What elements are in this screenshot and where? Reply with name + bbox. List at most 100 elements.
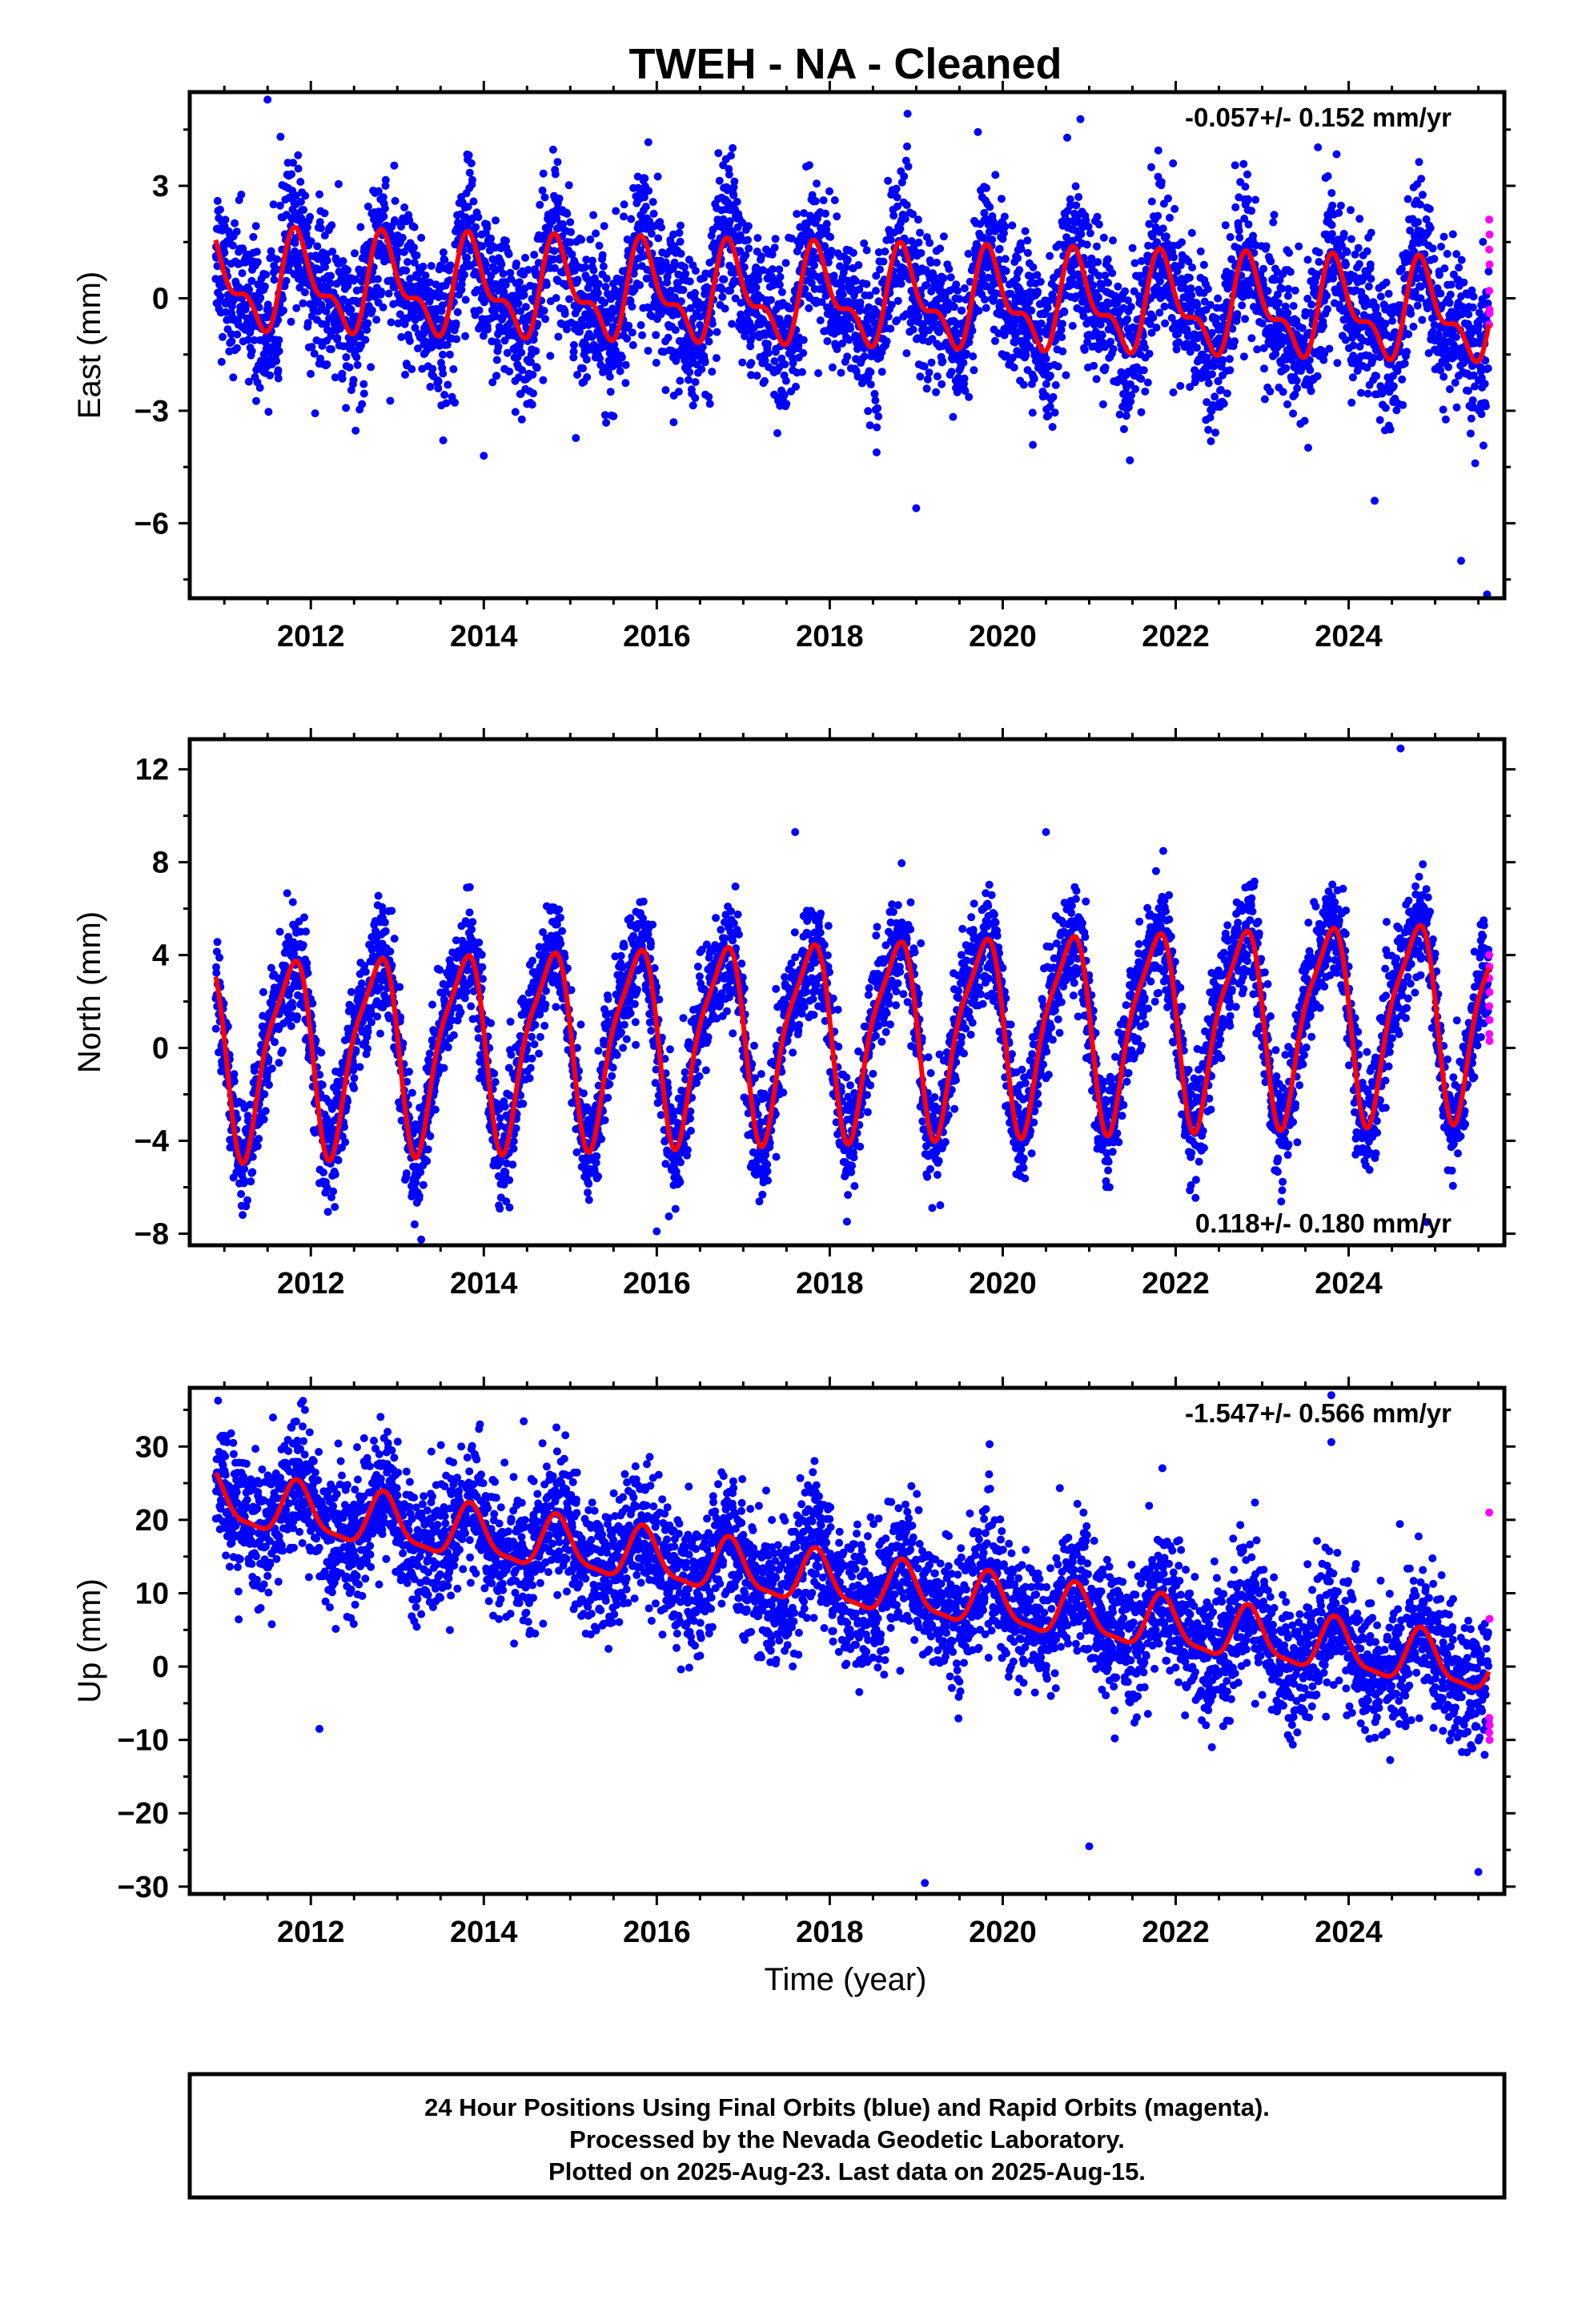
east-data-point — [828, 363, 837, 372]
east-data-point — [1169, 388, 1178, 396]
east-data-point — [764, 340, 773, 348]
east-data-point — [949, 412, 958, 421]
east-outlier-point — [1457, 557, 1465, 565]
east-data-point — [334, 179, 343, 188]
east-data-point — [232, 227, 241, 236]
east-data-point — [320, 209, 329, 218]
east-data-point — [492, 372, 501, 380]
east-data-point — [492, 312, 500, 321]
east-data-point — [771, 235, 780, 243]
east-data-point — [753, 234, 762, 243]
east-data-point — [1058, 333, 1066, 341]
figure-title: TWEH - NA - Cleaned — [628, 40, 1062, 88]
east-data-point — [1247, 207, 1256, 215]
east-data-point — [799, 348, 808, 357]
east-data-point — [1367, 228, 1375, 237]
east-data-point — [1128, 243, 1137, 252]
east-data-point — [487, 234, 496, 243]
east-data-point — [770, 243, 779, 252]
east-data-point — [397, 332, 406, 341]
east-data-point — [1172, 345, 1181, 354]
east-data-point — [1314, 143, 1323, 151]
east-data-point — [1123, 315, 1132, 324]
east-data-point — [775, 265, 784, 274]
east-data-point — [685, 368, 694, 376]
east-data-point — [596, 360, 605, 369]
east-data-point — [1042, 354, 1050, 363]
east-data-point — [621, 379, 630, 388]
east-data-point — [866, 368, 875, 376]
east-rapid-point — [1485, 287, 1494, 296]
east-data-point — [705, 337, 713, 346]
east-data-point — [274, 366, 283, 375]
east-data-point — [601, 283, 610, 292]
east-data-point — [874, 412, 883, 420]
east-data-point — [1466, 429, 1475, 438]
east-data-point — [1388, 316, 1396, 325]
east-data-point — [902, 201, 911, 210]
east-data-point — [892, 184, 901, 193]
east-data-point — [1275, 299, 1283, 308]
east-data-point — [243, 336, 252, 344]
east-data-point — [381, 175, 390, 184]
east-data-point — [282, 211, 291, 219]
east-data-point — [995, 244, 1004, 253]
east-data-point — [515, 278, 524, 287]
east-data-point — [229, 373, 238, 382]
east-data-point — [1089, 281, 1098, 290]
east-data-point — [641, 203, 650, 211]
east-data-point — [904, 162, 913, 171]
east-data-point — [1386, 425, 1395, 434]
east-data-point — [1115, 410, 1124, 419]
east-data-point — [606, 388, 615, 396]
east-data-point — [1439, 372, 1448, 381]
east-data-point — [505, 367, 514, 376]
east-data-point — [729, 143, 737, 152]
east-data-point — [241, 305, 250, 314]
east-data-point — [1046, 251, 1054, 260]
east-data-point — [1080, 346, 1089, 354]
east-data-point — [681, 269, 690, 278]
east-data-point — [1247, 334, 1256, 343]
east-data-point — [636, 246, 644, 255]
east-data-point — [439, 436, 448, 444]
east-data-point — [313, 242, 322, 251]
east-data-point — [1010, 363, 1018, 372]
east-data-point — [294, 151, 303, 159]
east-data-point — [843, 352, 852, 361]
east-data-point — [1425, 204, 1434, 213]
east-data-point — [1071, 182, 1080, 191]
east-data-point — [550, 247, 559, 255]
east-data-point — [1282, 364, 1291, 372]
east-data-point — [307, 369, 315, 378]
east-data-point — [275, 201, 284, 210]
east-data-point — [1441, 415, 1450, 424]
east-data-point — [211, 275, 220, 283]
east-data-point — [379, 212, 388, 221]
east-data-point — [1289, 302, 1298, 310]
east-data-point — [357, 341, 365, 350]
east-data-point — [884, 176, 893, 185]
east-data-point — [1249, 231, 1258, 240]
east-data-point — [773, 428, 781, 437]
east-data-point — [689, 401, 697, 410]
east-data-point — [681, 263, 689, 271]
east-data-point — [1243, 195, 1252, 203]
east-data-point — [757, 252, 766, 261]
east-data-point — [1239, 159, 1248, 168]
east-data-point — [518, 366, 527, 375]
east-data-point — [1028, 408, 1037, 417]
east-data-point — [821, 209, 829, 218]
east-data-point — [676, 237, 685, 246]
east-data-point — [514, 299, 523, 308]
east-data-point — [233, 344, 241, 352]
east-data-point — [938, 357, 947, 366]
east-data-point — [1263, 287, 1272, 296]
east-data-point — [1154, 146, 1162, 155]
east-data-point — [500, 336, 509, 345]
east-data-point — [269, 200, 278, 209]
east-data-point — [1452, 403, 1461, 412]
east-data-point — [343, 266, 352, 275]
east-data-point — [272, 356, 281, 365]
east-data-point — [554, 332, 563, 341]
